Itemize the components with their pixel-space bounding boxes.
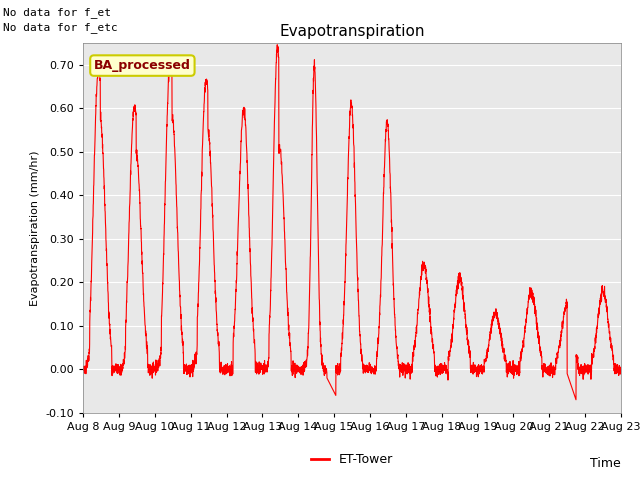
Legend: ET-Tower: ET-Tower <box>305 448 399 471</box>
Text: No data for f_et: No data for f_et <box>3 7 111 18</box>
Text: Time: Time <box>590 457 621 470</box>
Text: No data for f_etc: No data for f_etc <box>3 22 118 33</box>
Y-axis label: Evapotranspiration (mm/hr): Evapotranspiration (mm/hr) <box>30 150 40 306</box>
Title: Evapotranspiration: Evapotranspiration <box>279 24 425 39</box>
Text: BA_processed: BA_processed <box>94 59 191 72</box>
